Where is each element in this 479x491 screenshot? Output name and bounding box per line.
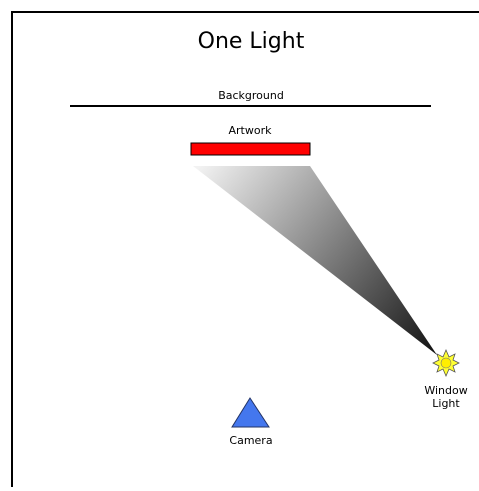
light-beam (193, 166, 437, 355)
light-label: Window (424, 384, 467, 397)
camera-icon (231, 397, 270, 428)
camera-label: Camera (229, 434, 272, 447)
title: One Light (198, 29, 305, 54)
background-label: Background (218, 89, 284, 102)
sun-icon (432, 348, 460, 378)
artwork (190, 142, 311, 156)
light-label: Light (432, 397, 460, 410)
artwork-label: Artwork (229, 124, 273, 137)
